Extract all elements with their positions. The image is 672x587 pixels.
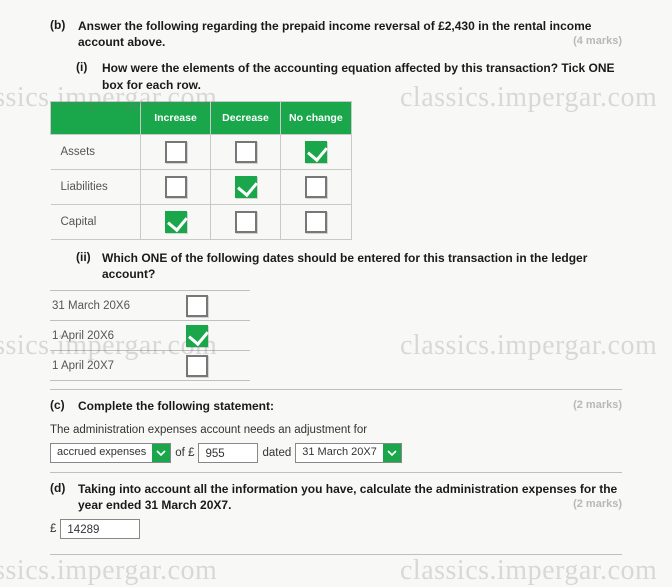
checkbox[interactable]	[165, 141, 187, 163]
table-cell	[281, 169, 352, 204]
question-b-i-label: (i)	[76, 60, 102, 92]
accounting-equation-table: IncreaseDecreaseNo change AssetsLiabilit…	[50, 101, 352, 240]
checkbox[interactable]	[235, 176, 257, 198]
checkbox[interactable]	[165, 211, 187, 233]
checkbox[interactable]	[235, 211, 257, 233]
table-cell	[211, 204, 281, 239]
checkbox[interactable]	[165, 176, 187, 198]
adjustment-type-dropdown[interactable]: accrued expenses	[50, 443, 171, 463]
date-option: 31 March 20X6	[50, 291, 250, 321]
checkbox[interactable]	[305, 211, 327, 233]
question-b-ii-text: Which ONE of the following dates should …	[102, 250, 622, 282]
question-b-i: (i) How were the elements of the account…	[76, 60, 622, 92]
table-cell	[211, 169, 281, 204]
table-row: Assets	[51, 134, 352, 169]
question-c-marks: (2 marks)	[573, 398, 622, 413]
question-b-ii: (ii) Which ONE of the following dates sh…	[76, 250, 622, 282]
question-b-marks: (4 marks)	[573, 34, 622, 49]
table-col-header: Decrease	[211, 101, 281, 134]
question-b: (b) Answer the following regarding the p…	[50, 18, 622, 50]
checkbox[interactable]	[186, 355, 208, 377]
question-b-i-text: How were the elements of the accounting …	[102, 60, 622, 92]
question-d: (d) Taking into account all the informat…	[50, 481, 622, 513]
date-option-label: 31 March 20X6	[50, 300, 180, 312]
chevron-down-icon	[152, 444, 170, 462]
watermark: classics.impergar.com	[400, 555, 657, 587]
date-option: 1 April 20X7	[50, 351, 250, 381]
question-c-text: Complete the following statement: (2 mar…	[78, 398, 622, 414]
table-col-header: Increase	[141, 101, 211, 134]
sentence-prefix: The administration expenses account need…	[50, 420, 367, 441]
table-row-label: Liabilities	[51, 169, 141, 204]
checkbox[interactable]	[235, 141, 257, 163]
table-row-label: Assets	[51, 134, 141, 169]
table-cell	[141, 169, 211, 204]
table-cell	[281, 204, 352, 239]
table-corner	[51, 101, 141, 134]
table-cell	[281, 134, 352, 169]
question-d-text: Taking into account all the information …	[78, 481, 622, 513]
date-options: 31 March 20X6 1 April 20X6 1 April 20X7	[50, 290, 250, 381]
date-option-label: 1 April 20X7	[50, 360, 180, 372]
checkbox[interactable]	[305, 176, 327, 198]
question-c-label: (c)	[50, 398, 78, 414]
admin-expense-answer: £ 14289	[50, 519, 622, 540]
table-cell	[141, 204, 211, 239]
question-b-ii-label: (ii)	[76, 250, 102, 282]
adjustment-date-dropdown[interactable]: 31 March 20X7	[295, 443, 402, 463]
checkbox[interactable]	[305, 141, 327, 163]
question-c: (c) Complete the following statement: (2…	[50, 398, 622, 414]
table-cell	[211, 134, 281, 169]
table-row: Capital	[51, 204, 352, 239]
checkbox[interactable]	[186, 325, 208, 347]
admin-expense-input[interactable]: 14289	[60, 519, 140, 539]
chevron-down-icon	[383, 444, 401, 462]
question-b-text: Answer the following regarding the prepa…	[78, 18, 622, 50]
table-cell	[141, 134, 211, 169]
date-option: 1 April 20X6	[50, 321, 250, 351]
checkbox[interactable]	[186, 295, 208, 317]
question-d-marks: (2 marks)	[573, 497, 622, 512]
statement-sentence: The administration expenses account need…	[50, 420, 622, 441]
watermark: classics.impergar.com	[400, 330, 657, 362]
table-row-label: Capital	[51, 204, 141, 239]
watermark: classics.impergar.com	[0, 555, 217, 587]
table-col-header: No change	[281, 101, 352, 134]
statement-controls: accrued expenses of £ 955 dated 31 March…	[50, 443, 622, 464]
currency-label: £	[50, 519, 56, 540]
question-d-label: (d)	[50, 481, 78, 513]
date-option-label: 1 April 20X6	[50, 330, 180, 342]
table-row: Liabilities	[51, 169, 352, 204]
adjustment-amount-input[interactable]: 955	[198, 443, 258, 463]
question-b-label: (b)	[50, 18, 78, 50]
